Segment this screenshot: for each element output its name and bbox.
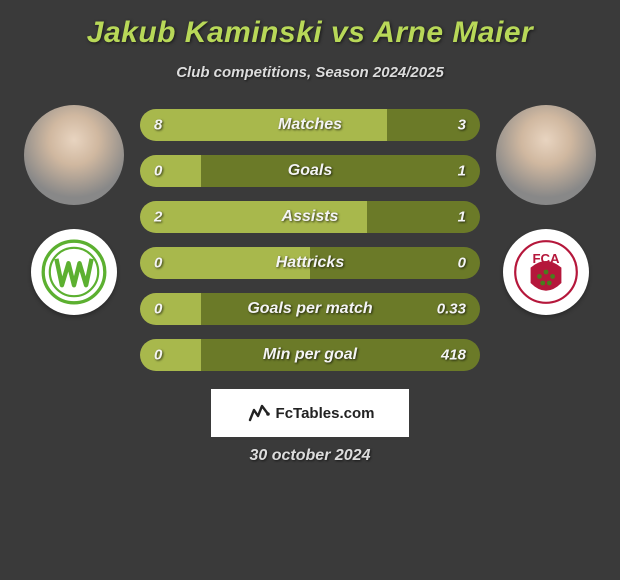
date-text: 30 october 2024 [10,447,610,465]
avatar-placeholder-icon [24,105,124,205]
stat-value-left: 0 [154,301,162,318]
title-player1: Jakub Kaminski [87,16,322,49]
stat-value-right: 1 [458,209,466,226]
bar-label-wrap: Assists [140,201,480,233]
augsburg-logo-icon: FCA [513,239,579,305]
left-player-avatar [24,105,124,205]
stat-label: Goals per match [247,300,372,318]
left-club-logo [31,229,117,315]
stat-value-left: 0 [154,255,162,272]
stat-value-right: 418 [441,347,466,364]
bar-label-wrap: Matches [140,109,480,141]
stat-value-right: 3 [458,117,466,134]
brand-footer: FcTables.com [211,389,409,437]
right-player-avatar [496,105,596,205]
stat-value-left: 2 [154,209,162,226]
comparison-card: Jakub Kaminski vs Arne Maier Club compet… [0,0,620,465]
stat-label: Min per goal [263,346,357,364]
title-player2: Arne Maier [373,16,533,49]
stat-value-right: 1 [458,163,466,180]
stat-bar: Min per goal 0 418 [140,339,480,371]
right-player-column: FCA [496,105,596,315]
left-player-column [24,105,124,315]
stat-bar: Assists 2 1 [140,201,480,233]
right-club-logo: FCA [503,229,589,315]
stat-bar: Goals per match 0 0.33 [140,293,480,325]
stat-value-right: 0 [458,255,466,272]
page-title: Jakub Kaminski vs Arne Maier [10,16,610,50]
title-vs: vs [331,16,365,49]
bar-label-wrap: Min per goal [140,339,480,371]
wolfsburg-logo-icon [41,239,107,305]
bar-label-wrap: Hattricks [140,247,480,279]
stat-value-left: 8 [154,117,162,134]
comparison-body: Matches83Goals01Assists21Hattricks00Goal… [10,105,610,371]
stat-value-left: 0 [154,347,162,364]
brand-text: FcTables.com [276,405,375,422]
stat-label: Assists [282,208,339,226]
bar-label-wrap: Goals [140,155,480,187]
fctables-logo-icon [246,400,272,426]
stat-value-right: 0.33 [437,301,466,318]
stats-bars: Matches83Goals01Assists21Hattricks00Goal… [140,105,480,371]
stat-label: Goals [288,162,332,180]
stat-value-left: 0 [154,163,162,180]
stat-label: Matches [278,116,342,134]
stat-label: Hattricks [276,254,344,272]
stat-bar: Goals 0 1 [140,155,480,187]
avatar-placeholder-icon [496,105,596,205]
subtitle: Club competitions, Season 2024/2025 [10,64,610,81]
bar-label-wrap: Goals per match [140,293,480,325]
stat-bar: Hattricks 0 0 [140,247,480,279]
stat-bar: Matches 8 3 [140,109,480,141]
